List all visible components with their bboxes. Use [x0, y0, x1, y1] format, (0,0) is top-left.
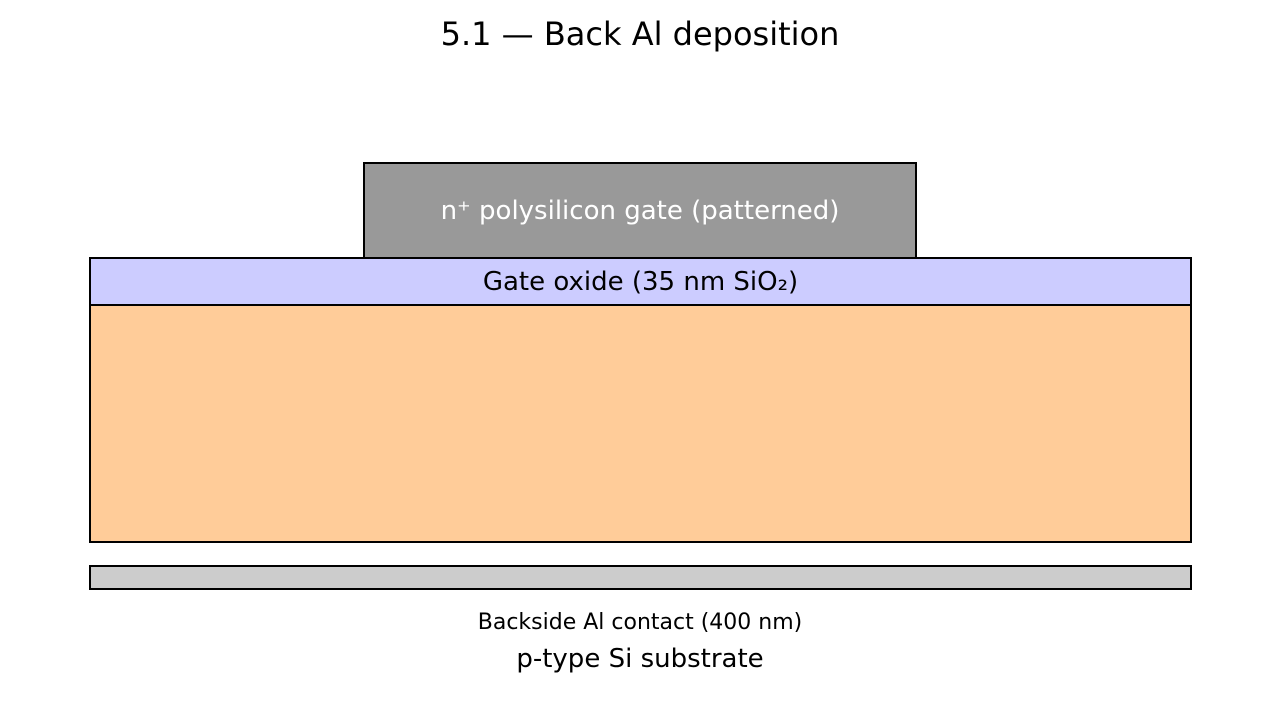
- gate-oxide-layer: Gate oxide (35 nm SiO₂): [89, 257, 1192, 306]
- polysilicon-gate-label: n⁺ polysilicon gate (patterned): [440, 195, 840, 226]
- polysilicon-gate-layer: n⁺ polysilicon gate (patterned): [363, 162, 917, 259]
- gate-oxide-label: Gate oxide (35 nm SiO₂): [482, 266, 799, 297]
- backside-al-contact-label: Backside Al contact (400 nm): [477, 610, 803, 635]
- substrate-layer: [89, 304, 1192, 543]
- diagram-title: 5.1 — Back Al deposition: [440, 15, 840, 53]
- substrate-label: p-type Si substrate: [516, 644, 764, 674]
- backside-al-contact-layer: [89, 565, 1192, 590]
